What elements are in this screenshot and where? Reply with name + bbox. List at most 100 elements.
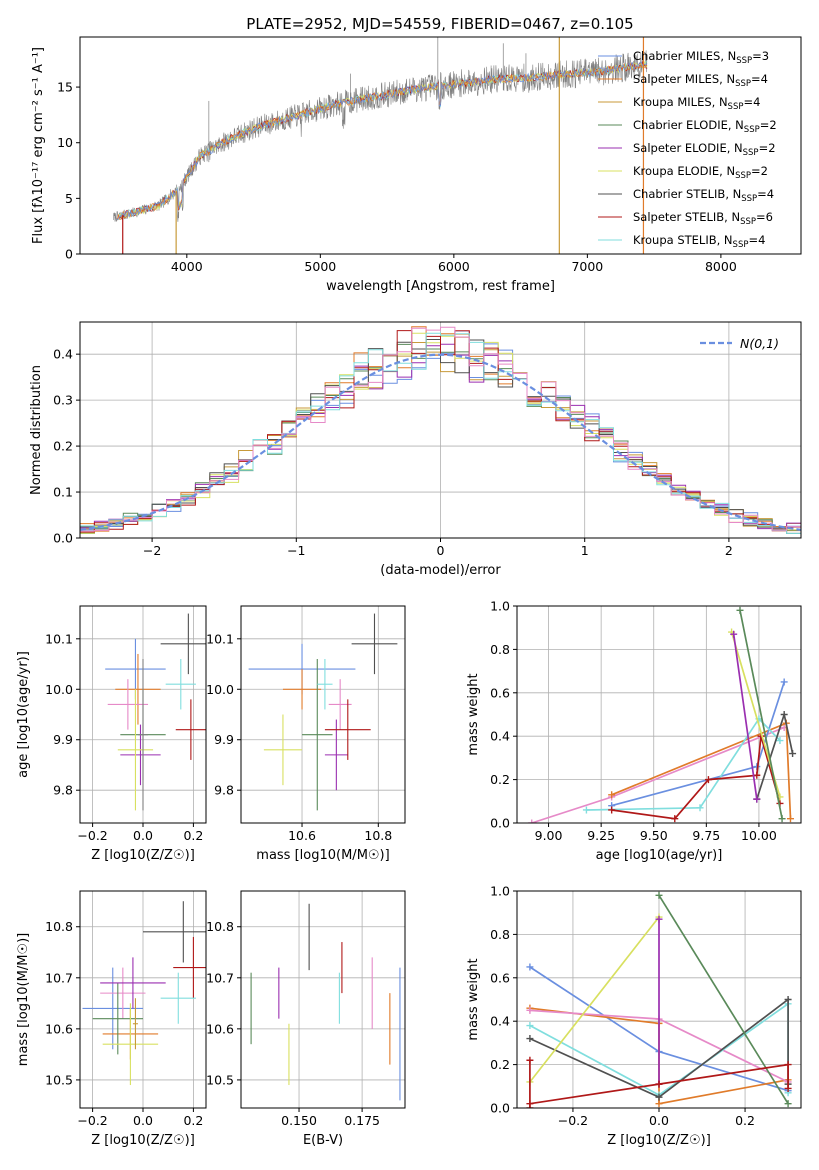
x-axis-label: E(B-V): [303, 1133, 343, 1148]
legend-label: Salpeter ELODIE, NSSP=2: [633, 141, 776, 158]
x-tick-label: 1: [581, 543, 589, 558]
weight-point-marker: [753, 795, 761, 803]
x-tick-label: 0.0: [133, 1113, 153, 1128]
legend-label: Chabrier ELODIE, NSSP=2: [633, 118, 777, 135]
weight-point-marker: [671, 815, 679, 823]
x-tick-label: 8000: [705, 259, 737, 274]
axes: 4000 5000 6000 7000 8000 0 5 10 15 wavelength [An…: [31, 36, 802, 294]
weight-point-marker: [776, 737, 784, 745]
x-tick-label: 0.150: [281, 1113, 317, 1128]
x-tick-label: 10.8: [364, 828, 392, 843]
legend-label: Kroupa MILES, NSSP=4: [633, 95, 760, 112]
x-tick-label: 0.2: [183, 828, 203, 843]
axes: 10.6 10.8 9.8 9.9 10.0 10.1 mass [log10(M/M☉)]: [206, 605, 406, 863]
weight-point-marker: [780, 678, 788, 686]
axes: −2 −1 0 1 2 0.0 0.1 0.2 0.3 0.4 (data-model)/error…: [29, 321, 802, 578]
weight-point-marker: [608, 806, 616, 814]
y-tick-label: 0.4: [53, 347, 73, 362]
x-tick-label: 9.25: [587, 828, 615, 843]
weight-point-marker: [655, 1093, 663, 1101]
x-axis-label: age [log10(age/yr)]: [596, 848, 723, 863]
weight-series-line: [732, 634, 758, 800]
y-tick-label: 0.2: [53, 439, 73, 454]
y-tick-label: 0.0: [490, 816, 510, 831]
y-axis-label: Flux [fλ10⁻¹⁷ erg cm⁻² s⁻¹ A⁻¹]: [31, 47, 46, 244]
axes-frame: [516, 605, 802, 824]
y-axis-label: Normed distribution: [29, 365, 44, 495]
mass-vs-ebv-panel: 0.150 0.175 10.5 10.6 10.7 10.8 E(B-V): [206, 890, 406, 1148]
x-axis-label: Z [log10(Z/Z☉)]: [91, 1133, 195, 1148]
axes: −0.2 0.0 0.2 9.8 9.9 10.0 10.1 Z [log10(Z/Z☉)] a…: [16, 605, 207, 863]
y-tick-label: 0.8: [490, 642, 510, 657]
weight-point-marker: [786, 815, 794, 823]
weight-point-marker: [730, 630, 738, 638]
y-tick-label: 0.2: [490, 1057, 510, 1072]
x-tick-label: 0.2: [735, 1113, 755, 1128]
x-tick-label: 0.2: [183, 1113, 203, 1128]
x-tick-label: −0.2: [77, 828, 107, 843]
legend-label: Kroupa STELIB, NSSP=4: [633, 233, 765, 250]
x-tick-label: 0.0: [649, 1113, 669, 1128]
weight-point-marker: [526, 1100, 534, 1108]
weight-point-marker: [655, 891, 663, 899]
y-tick-label: 1.0: [490, 884, 510, 899]
x-tick-label: 4000: [171, 259, 203, 274]
legend-label: Salpeter STELIB, NSSP=6: [633, 210, 773, 227]
y-tick-label: 1.0: [490, 599, 510, 614]
weight-series-line: [739, 610, 783, 819]
y-tick-label: 10.1: [45, 631, 73, 646]
y-tick-label: 0.0: [53, 531, 73, 546]
weight-point-marker: [784, 1084, 792, 1092]
weight-point-marker: [526, 1035, 534, 1043]
x-tick-label: 10.00: [741, 828, 777, 843]
age-vs-mass-panel: 10.6 10.8 9.8 9.9 10.0 10.1 mass [log10(M/M☉)]: [206, 605, 406, 863]
x-tick-label: −1: [287, 543, 305, 558]
weight-point-marker: [526, 1056, 534, 1064]
x-tick-label: 7000: [571, 259, 603, 274]
y-tick-label: 9.9: [214, 732, 234, 747]
grid-lines: [80, 891, 206, 1108]
weight-point-marker: [526, 1022, 534, 1030]
axes-frame: [240, 890, 406, 1109]
weight-point-marker: [736, 606, 744, 614]
y-tick-label: 0.1: [53, 485, 73, 500]
weight-point-marker: [789, 750, 797, 758]
x-tick-label: −0.2: [558, 1113, 588, 1128]
weight-point-marker: [696, 804, 704, 812]
weight-point-marker: [655, 1100, 663, 1108]
residual-histogram-panel: −2 −1 0 1 2 0.0 0.1 0.2 0.3 0.4 (data-model)/error…: [29, 321, 802, 578]
y-tick-label: 0.2: [490, 772, 510, 787]
weight-point-marker: [526, 1006, 534, 1014]
y-tick-label: 0.6: [490, 970, 510, 985]
axes-frame: [79, 36, 802, 255]
weight-point-marker: [526, 963, 534, 971]
y-axis-label: mass weight: [466, 673, 481, 755]
y-tick-label: 5: [65, 191, 73, 206]
y-tick-label: 10.5: [45, 1072, 73, 1087]
y-tick-label: 0.3: [53, 393, 73, 408]
legend: N(0,1): [700, 336, 779, 351]
weight-series-line: [611, 735, 781, 820]
weight-point-marker: [780, 711, 788, 718]
y-tick-label: 9.8: [53, 783, 73, 798]
weight-point-marker: [655, 915, 663, 923]
x-tick-label: 9.75: [692, 828, 720, 843]
normal-distribution-curve: [80, 353, 801, 531]
grid-lines: [241, 891, 405, 1108]
weight-point-marker: [778, 815, 786, 823]
weight-point-marker: [753, 771, 761, 779]
x-axis-label: wavelength [Angstrom, rest frame]: [326, 279, 555, 294]
plot-marks: [250, 903, 401, 1101]
y-tick-label: 10.8: [206, 919, 234, 934]
y-tick-label: 0.4: [490, 729, 510, 744]
legend-label: N(0,1): [740, 336, 779, 351]
y-tick-label: 0.8: [490, 927, 510, 942]
model-spectrum-line: [115, 61, 648, 221]
x-tick-label: −0.2: [77, 1113, 107, 1128]
y-tick-label: 0.6: [490, 685, 510, 700]
axes: 9.00 9.25 9.50 9.75 10.00 0.0 0.2 0.4 0.6 0.8 1.0 a…: [466, 599, 802, 863]
weight-point-marker: [582, 806, 590, 814]
y-tick-label: 9.9: [53, 732, 73, 747]
figure-title: PLATE=2952, MJD=54559, FIBERID=0467, z=0…: [246, 15, 633, 33]
y-tick-label: 10.7: [45, 970, 73, 985]
